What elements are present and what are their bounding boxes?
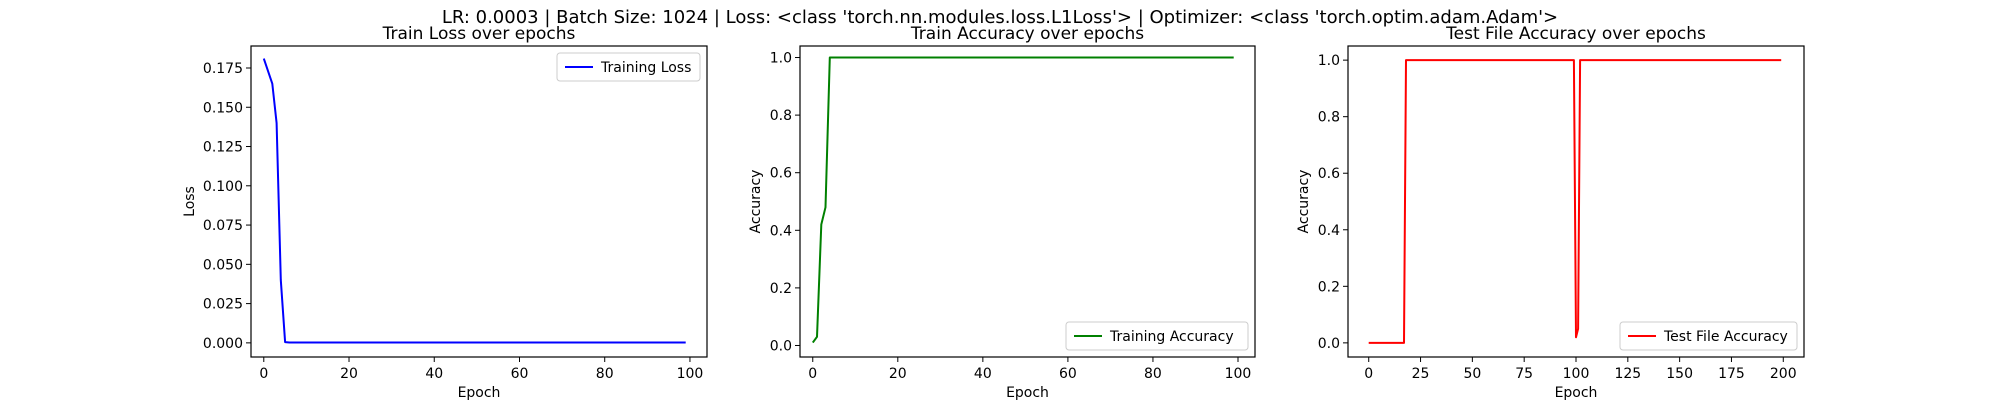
x-tick-label: 175 <box>1718 366 1745 382</box>
y-tick-label: 0.8 <box>1318 110 1340 126</box>
x-tick-label: 100 <box>1225 366 1252 382</box>
legend: Training Loss <box>556 52 701 82</box>
figure-suptitle: LR: 0.0003 | Batch Size: 1024 | Loss: <c… <box>442 7 1558 28</box>
x-tick-label: 60 <box>511 366 529 382</box>
x-tick-label: 25 <box>1412 366 1430 382</box>
x-axis-label: Epoch <box>1555 385 1598 400</box>
x-tick-label: 20 <box>340 366 358 382</box>
series-line <box>262 58 686 344</box>
chart-title: Train Accuracy over epochs <box>910 24 1144 44</box>
y-tick-label: 0.175 <box>203 61 243 77</box>
x-tick-label: 60 <box>1059 366 1077 382</box>
legend-label: Test File Accuracy <box>1663 329 1788 345</box>
y-tick-label: 1.0 <box>1318 53 1340 69</box>
x-tick-label: 50 <box>1463 366 1481 382</box>
x-tick-label: 75 <box>1515 366 1533 382</box>
legend: Training Accuracy <box>1065 321 1249 351</box>
y-tick-label: 0.2 <box>1318 279 1340 295</box>
y-tick-label: 0.050 <box>203 257 243 273</box>
x-tick-label: 150 <box>1666 366 1693 382</box>
y-tick-label: 0.6 <box>1318 166 1340 182</box>
chart-title: Test File Accuracy over epochs <box>1445 24 1706 44</box>
x-tick-label: 0 <box>1364 366 1373 382</box>
legend-box <box>1065 321 1249 351</box>
y-tick-label: 0.0 <box>770 338 792 354</box>
y-tick-label: 0.075 <box>203 218 243 234</box>
legend-box <box>556 52 701 82</box>
y-tick-label: 0.4 <box>770 223 792 239</box>
series-line <box>811 56 1234 344</box>
x-tick-label: 100 <box>1563 366 1590 382</box>
x-tick-label: 80 <box>596 366 614 382</box>
chart-title: Train Loss over epochs <box>382 24 576 44</box>
y-tick-label: 0.2 <box>770 281 792 297</box>
x-tick-label: 20 <box>889 366 907 382</box>
x-tick-label: 125 <box>1614 366 1641 382</box>
y-tick-label: 0.125 <box>203 140 243 156</box>
chart-3: Test File Accuracy over epochs 0 25 50 75 100… <box>1296 24 1805 400</box>
chart-1: Train Loss over epochs 0 20 40 60 80 100 0.000 0… <box>182 24 708 400</box>
series-line <box>1368 59 1782 344</box>
plot-frame <box>799 45 1256 358</box>
legend-label: Training Accuracy <box>1109 329 1234 345</box>
y-axis-label: Accuracy <box>1296 170 1312 234</box>
y-tick-label: 1.0 <box>770 51 792 67</box>
chart-2: Train Accuracy over epochs 0 20 40 60 80 100 0.… <box>748 24 1256 400</box>
y-axis-label: Accuracy <box>748 170 764 234</box>
x-axis-label: Epoch <box>1006 385 1049 400</box>
legend: Test File Accuracy <box>1619 321 1798 351</box>
x-tick-label: 40 <box>974 366 992 382</box>
x-tick-label: 200 <box>1770 366 1797 382</box>
y-tick-label: 0.100 <box>203 179 243 195</box>
y-tick-label: 0.6 <box>770 166 792 182</box>
x-tick-label: 80 <box>1144 366 1162 382</box>
plot-frame <box>250 45 708 358</box>
y-tick-label: 0.000 <box>203 336 243 352</box>
y-tick-label: 0.150 <box>203 100 243 116</box>
x-axis-label: Epoch <box>458 385 501 400</box>
x-tick-label: 0 <box>259 366 268 382</box>
x-tick-label: 100 <box>677 366 704 382</box>
y-tick-label: 0.0 <box>1318 336 1340 352</box>
y-tick-label: 0.8 <box>770 108 792 124</box>
y-tick-label: 0.025 <box>203 297 243 313</box>
y-axis-label: Loss <box>182 186 198 217</box>
x-tick-label: 0 <box>808 366 817 382</box>
legend-box <box>1619 321 1798 351</box>
y-tick-label: 0.4 <box>1318 223 1340 239</box>
legend-label: Training Loss <box>600 60 691 76</box>
x-tick-label: 40 <box>425 366 443 382</box>
